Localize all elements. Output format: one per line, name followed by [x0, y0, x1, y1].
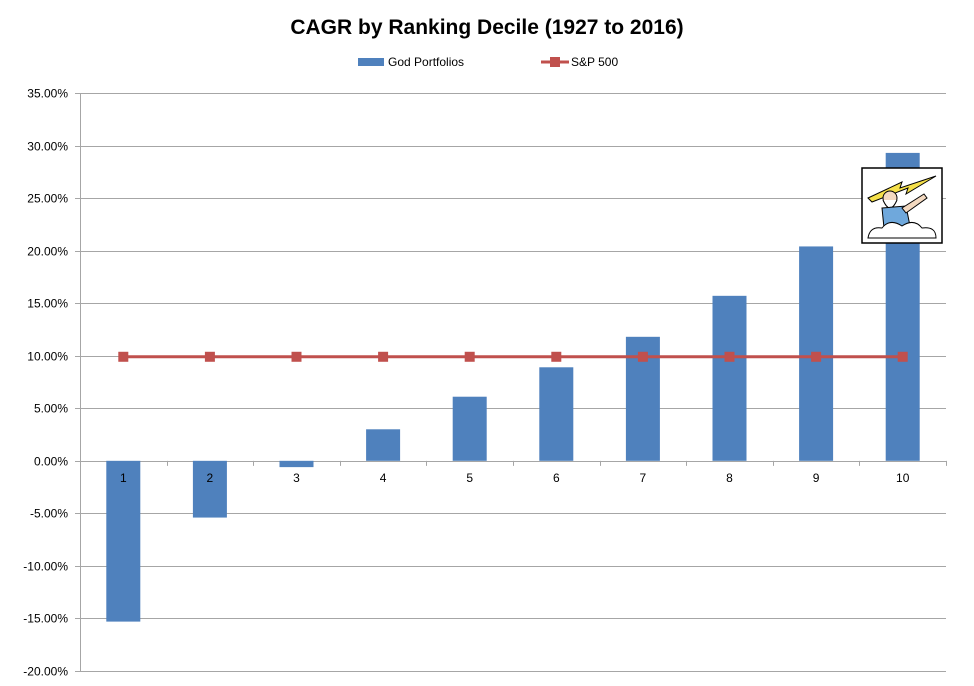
y-tick-label: 20.00%: [27, 245, 68, 259]
x-tick-label: 5: [466, 471, 473, 485]
sp500-marker: [637, 351, 648, 362]
bar-decile-5: [452, 396, 487, 461]
y-tick-label: 15.00%: [27, 297, 68, 311]
x-tick-label: 2: [207, 471, 214, 485]
x-tick-label: 7: [640, 471, 647, 485]
god-portfolios-bars: [106, 152, 920, 622]
x-tick-label: 8: [726, 471, 733, 485]
y-tick-label: -10.00%: [23, 560, 68, 574]
chart-title: CAGR by Ranking Decile (1927 to 2016): [290, 16, 684, 39]
y-tick-label: 5.00%: [34, 402, 68, 416]
bar-decile-1: [106, 460, 141, 622]
zeus-arm: [901, 193, 928, 214]
y-tick-label: 30.00%: [27, 140, 68, 154]
x-tick-label: 10: [896, 471, 910, 485]
y-tick-label: 0.00%: [34, 455, 68, 469]
bar-decile-3: [279, 460, 314, 468]
bar-decile-8: [712, 295, 747, 461]
legend-label-sp500: S&P 500: [571, 55, 618, 69]
legend-swatch-god-portfolios: [358, 58, 384, 66]
sp500-marker: [291, 351, 302, 362]
y-tick-label: 10.00%: [27, 350, 68, 364]
bar-decile-6: [539, 367, 574, 461]
x-tick-label: 1: [120, 471, 127, 485]
y-tick-label: -20.00%: [23, 665, 68, 679]
sp500-marker: [378, 351, 389, 362]
zeus-clouds: [867, 222, 937, 239]
y-tick-label: 25.00%: [27, 192, 68, 206]
y-axis-tick-labels: 35.00% 30.00% 25.00% 20.00% 15.00% 10.00% 5.00…: [23, 87, 68, 679]
bar-decile-2: [192, 460, 227, 518]
x-tick-label: 6: [553, 471, 560, 485]
sp500-line-series: [118, 351, 908, 362]
x-tick-label: 3: [293, 471, 300, 485]
legend: God Portfolios S&P 500: [358, 55, 618, 69]
sp500-marker: [811, 351, 822, 362]
sp500-marker: [551, 351, 562, 362]
y-tick-label: -15.00%: [23, 612, 68, 626]
legend-swatch-sp500-marker: [550, 57, 560, 67]
sp500-marker: [897, 351, 908, 362]
y-tick-label: -5.00%: [30, 507, 68, 521]
zeus-icon: [861, 167, 943, 244]
sp500-marker: [118, 351, 129, 362]
legend-label-god-portfolios: God Portfolios: [388, 55, 464, 69]
sp500-marker: [204, 351, 215, 362]
bar-decile-4: [366, 429, 401, 461]
x-axis-tick-labels: 1 2 3 4 5 6 7 8 9 10: [120, 471, 910, 485]
x-tick-label: 9: [813, 471, 820, 485]
sp500-marker: [724, 351, 735, 362]
sp500-marker: [464, 351, 475, 362]
y-tick-label: 35.00%: [27, 87, 68, 101]
x-tick-label: 4: [380, 471, 387, 485]
